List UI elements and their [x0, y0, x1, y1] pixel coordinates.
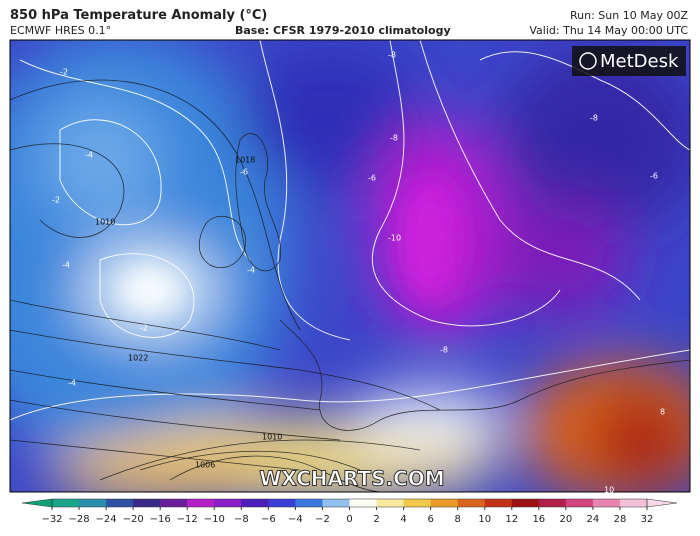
- isobars: [10, 79, 441, 481]
- contour-label: -8: [590, 114, 598, 123]
- contour-label: -10: [388, 234, 401, 243]
- colorbar-tick-label: −2: [315, 514, 330, 525]
- colorbar-high-arrow: [646, 498, 678, 508]
- colorbar-segment: [349, 499, 378, 507]
- colorbar-tick-label: −28: [68, 514, 89, 525]
- colorbar-segment: [106, 499, 134, 507]
- logo-box: [572, 46, 686, 76]
- title: 850 hPa Temperature Anomaly (°C): [10, 8, 268, 23]
- contour-label: -8: [388, 51, 396, 60]
- temperature-contours: [10, 40, 690, 421]
- contour-label: 1010: [95, 218, 115, 227]
- colorbar-tick-label: −8: [234, 514, 249, 525]
- contour-label: -8: [390, 134, 398, 143]
- contour-label: -6: [240, 168, 248, 177]
- coastlines: [169, 133, 690, 492]
- contour-label: 1018: [235, 156, 255, 165]
- colorbar-segment: [376, 499, 405, 507]
- colorbar-tick-label: 6: [427, 514, 433, 525]
- colorbar-tick-label: 2: [373, 514, 379, 525]
- watermark: WXCHARTS.COM: [259, 467, 444, 491]
- colorbar-segment: [295, 499, 323, 507]
- colorbar-tick-label: 24: [587, 514, 600, 525]
- colorbar-tick-label: −6: [261, 514, 276, 525]
- colorbar-tick-label: 16: [532, 514, 545, 525]
- colorbar-tick-label: −12: [177, 514, 198, 525]
- contour-label: -2: [60, 68, 68, 77]
- contour-label: -4: [85, 151, 93, 160]
- colorbar-tick-label: −24: [96, 514, 117, 525]
- colorbar-segment: [457, 499, 486, 507]
- colorbar-segment: [619, 499, 648, 507]
- contour-label: -2: [140, 324, 148, 333]
- contour-label: 1022: [128, 354, 148, 363]
- colorbar-tick-label: −10: [204, 514, 225, 525]
- logo-icon: [579, 52, 597, 70]
- colorbar-low-arrow: [21, 498, 53, 508]
- colorbar-segment: [52, 499, 80, 507]
- colorbar-tick-label: 4: [400, 514, 406, 525]
- colorbar-segment: [241, 499, 269, 507]
- colorbar-tick-label: 0: [346, 514, 352, 525]
- contour-label: 8: [660, 408, 665, 417]
- contour-label: -4: [68, 379, 76, 388]
- contour-label: -2: [52, 196, 60, 205]
- contour-label: 10: [604, 486, 614, 495]
- colorbar-segment: [79, 499, 107, 507]
- colorbar-tick-label: 10: [478, 514, 491, 525]
- colorbar-tick-label: −16: [150, 514, 171, 525]
- colorbar-segment: [187, 499, 215, 507]
- contour-label: -4: [62, 261, 70, 270]
- colorbar-segment: [133, 499, 161, 507]
- colorbar-segment: [322, 499, 350, 507]
- colorbar-segment: [538, 499, 567, 507]
- colorbar-tick-label: 8: [454, 514, 460, 525]
- colorbar-segment: [268, 499, 296, 507]
- colorbar-tick-label: 28: [614, 514, 627, 525]
- colorbar-tick-label: 12: [505, 514, 518, 525]
- base-label: Base: CFSR 1979-2010 climatology: [235, 24, 451, 37]
- contour-label: -4: [247, 266, 255, 275]
- colorbar-tick-label: −32: [41, 514, 62, 525]
- colorbar-tick-label: 32: [641, 514, 654, 525]
- colorbar-tick-label: −20: [123, 514, 144, 525]
- valid-label: Valid: Thu 14 May 00:00 UTC: [529, 24, 688, 37]
- map: [10, 40, 690, 492]
- colorbar-segment: [511, 499, 540, 507]
- colorbar-segment: [565, 499, 594, 507]
- contour-label: 1010: [262, 433, 282, 442]
- colorbar-tick-label: 20: [559, 514, 572, 525]
- contour-label: -8: [440, 346, 448, 355]
- logo: MetDesk: [600, 51, 679, 72]
- run-label: Run: Sun 10 May 00Z: [570, 9, 688, 22]
- contour-label: -6: [650, 172, 658, 181]
- colorbar-segment: [592, 499, 621, 507]
- colorbar-segment: [484, 499, 513, 507]
- colorbar-segment: [160, 499, 188, 507]
- colorbar-tick-label: −4: [288, 514, 303, 525]
- colorbar-segment: [430, 499, 459, 507]
- model-label: ECMWF HRES 0.1°: [10, 24, 112, 37]
- contour-label: 1006: [195, 461, 215, 470]
- contour-label: -6: [368, 174, 376, 183]
- colorbar-segment: [214, 499, 242, 507]
- map-frame: [9, 39, 691, 493]
- colorbar-segment: [403, 499, 432, 507]
